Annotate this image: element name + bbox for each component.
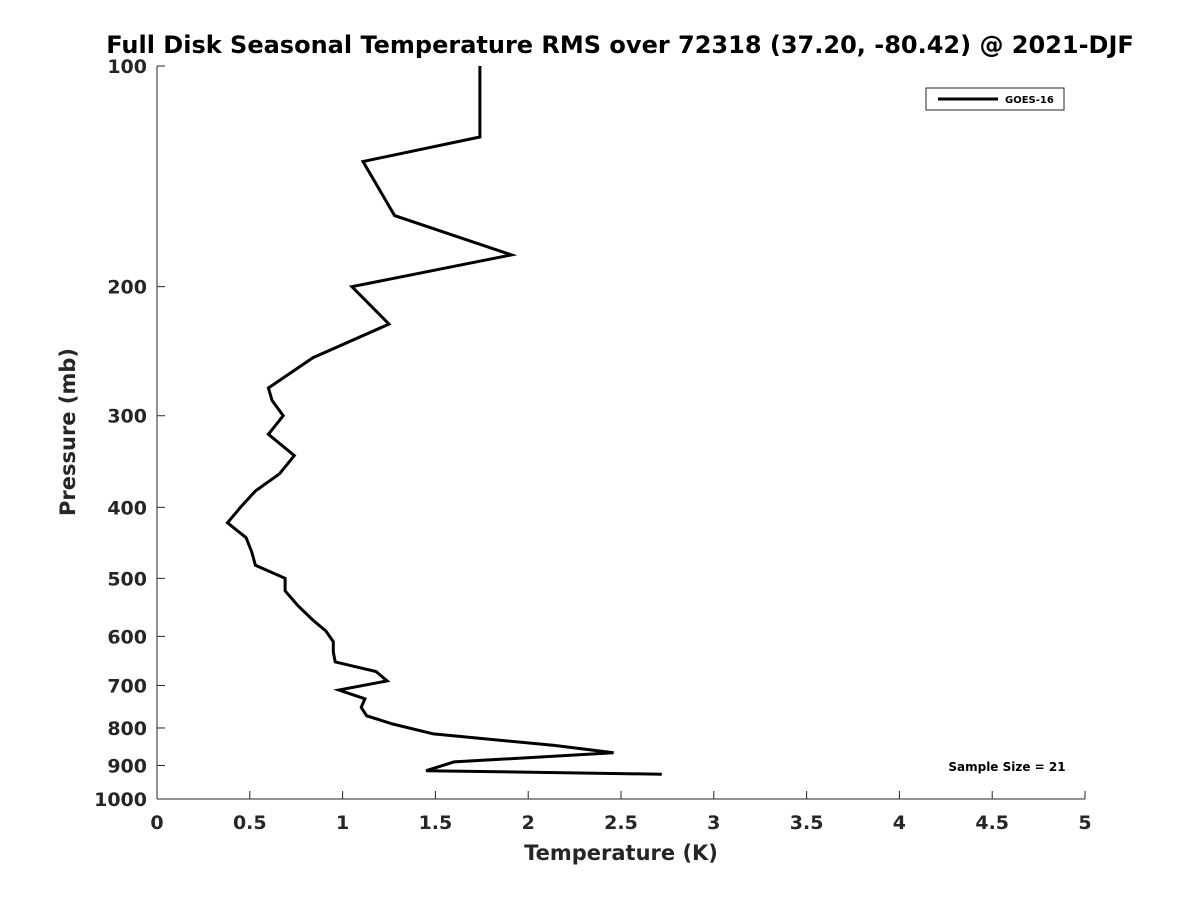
y-axis-label: Pressure (mb) bbox=[56, 348, 80, 516]
x-ticks: 0 0.5 1 1.5 2 2.5 3 3.5 4 4.5 5 bbox=[150, 791, 1092, 834]
x-tick-label: 0.5 bbox=[233, 812, 267, 834]
y-tick-label: 400 bbox=[107, 497, 147, 519]
y-tick-label: 300 bbox=[107, 406, 147, 428]
y-tick-label: 200 bbox=[107, 277, 147, 299]
y-tick-label: 1000 bbox=[94, 789, 147, 811]
x-axis-label: Temperature (K) bbox=[524, 841, 718, 865]
y-tick-label: 900 bbox=[107, 755, 147, 777]
y-tick-label: 800 bbox=[107, 718, 147, 740]
series-line-goes-16 bbox=[225, 66, 662, 776]
chart-title: Full Disk Seasonal Temperature RMS over … bbox=[106, 31, 1134, 59]
y-ticks: 100 200 300 400 500 600 700 800 900 1000 bbox=[94, 56, 165, 811]
series-layer bbox=[225, 66, 662, 776]
y-tick-label: 100 bbox=[107, 56, 147, 78]
x-tick-label: 2.5 bbox=[604, 812, 638, 834]
x-tick-label: 3 bbox=[707, 812, 720, 834]
x-tick-label: 1 bbox=[336, 812, 349, 834]
legend-label-goes-16: GOES-16 bbox=[1005, 95, 1054, 106]
x-tick-label: 3.5 bbox=[790, 812, 824, 834]
x-tick-label: 4.5 bbox=[975, 812, 1009, 834]
y-tick-label: 600 bbox=[107, 626, 147, 648]
legend: GOES-16 bbox=[925, 87, 1065, 111]
x-tick-label: 2 bbox=[522, 812, 535, 834]
x-tick-label: 5 bbox=[1078, 812, 1091, 834]
y-tick-label: 700 bbox=[107, 675, 147, 697]
x-tick-label: 0 bbox=[150, 812, 163, 834]
x-tick-label: 4 bbox=[893, 812, 906, 834]
x-tick-label: 1.5 bbox=[419, 812, 453, 834]
plot-area: 0 0.5 1 1.5 2 2.5 3 3.5 4 4.5 5 100 200 300 400 500 600… bbox=[94, 56, 1092, 834]
y-tick-label: 500 bbox=[107, 568, 147, 590]
sample-size-annotation: Sample Size = 21 bbox=[948, 760, 1065, 774]
